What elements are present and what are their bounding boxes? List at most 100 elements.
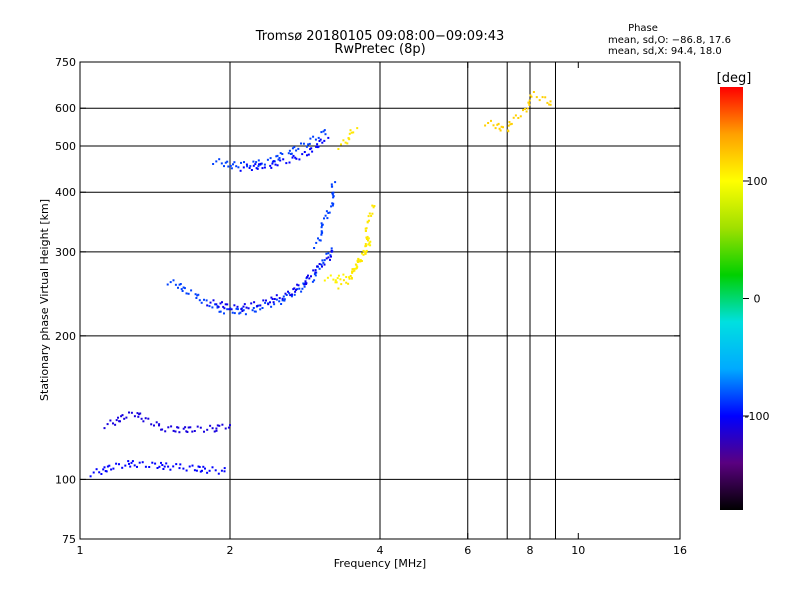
data-point (267, 303, 270, 306)
data-point (308, 142, 311, 145)
data-point (321, 259, 324, 262)
data-point (318, 239, 321, 242)
data-point (254, 163, 257, 166)
data-point (196, 425, 199, 428)
data-point (320, 263, 323, 266)
data-point (368, 212, 371, 215)
data-point (229, 424, 231, 427)
data-point (315, 145, 318, 148)
data-point (150, 423, 153, 426)
data-point (169, 281, 172, 284)
data-point (271, 162, 274, 165)
data-point (307, 274, 309, 277)
data-point (257, 304, 260, 307)
data-point (324, 133, 327, 136)
x-tick-label: 4 (377, 544, 384, 557)
data-point (262, 299, 265, 302)
data-point (348, 276, 351, 279)
data-point (313, 273, 316, 276)
data-point (259, 162, 262, 165)
data-point (281, 297, 284, 300)
data-point (239, 169, 242, 172)
data-point (321, 141, 324, 144)
data-point (363, 250, 366, 253)
data-point (293, 293, 296, 296)
data-point (517, 117, 520, 119)
data-point (320, 232, 323, 234)
data-point (303, 283, 306, 286)
data-point (275, 294, 278, 297)
data-point (522, 109, 524, 112)
data-point (367, 215, 370, 218)
data-point (215, 429, 218, 432)
data-point (352, 131, 355, 134)
data-point (359, 260, 362, 263)
data-point (296, 288, 299, 291)
data-point (337, 287, 340, 290)
data-point (323, 263, 326, 266)
data-point (217, 305, 220, 308)
data-point (368, 219, 370, 222)
data-point (229, 164, 232, 167)
data-point (329, 258, 331, 261)
data-point (314, 269, 317, 272)
data-point (276, 164, 279, 167)
data-point (172, 279, 175, 282)
data-point (367, 239, 369, 242)
y-tick-label: 600 (55, 102, 76, 115)
data-point (205, 299, 208, 302)
data-point (288, 149, 291, 152)
data-point (490, 119, 492, 122)
data-point (525, 110, 528, 113)
colorbar-tick-label: 100 (747, 175, 768, 188)
data-point (265, 299, 267, 302)
data-point (314, 138, 317, 141)
data-point (510, 122, 513, 125)
data-point (270, 166, 273, 169)
data-point (331, 204, 334, 207)
data-point (144, 465, 147, 468)
data-point (182, 286, 185, 289)
data-point (223, 307, 226, 310)
data-point (176, 426, 179, 429)
data-point (331, 185, 334, 188)
data-point (548, 103, 551, 106)
data-point (301, 153, 304, 156)
data-point (524, 108, 526, 110)
data-point (233, 312, 236, 315)
y-tick-label: 100 (55, 473, 76, 486)
data-point (302, 142, 305, 145)
data-point (359, 259, 362, 261)
data-point (329, 274, 332, 277)
y-tick-label: 75 (62, 533, 76, 546)
data-point (345, 281, 348, 284)
data-point (535, 96, 538, 99)
data-point (170, 425, 173, 428)
data-point (294, 156, 297, 159)
data-point (322, 261, 325, 264)
data-point (349, 129, 352, 132)
data-point (215, 160, 218, 163)
data-point (105, 470, 108, 473)
data-point (212, 163, 215, 165)
data-point (332, 202, 335, 205)
data-point (337, 274, 340, 277)
data-point (360, 260, 363, 262)
data-point (288, 161, 291, 164)
data-point (323, 279, 326, 282)
data-point (245, 163, 248, 166)
data-point (322, 130, 325, 133)
data-point (136, 465, 138, 468)
data-point (220, 469, 223, 472)
data-point (193, 469, 196, 472)
data-point (514, 114, 517, 117)
data-point (211, 427, 214, 430)
data-point (310, 275, 312, 278)
data-point (294, 290, 297, 293)
data-point (164, 430, 167, 433)
data-point (218, 424, 221, 427)
data-point (356, 127, 359, 130)
data-point (283, 298, 286, 301)
data-point (161, 428, 164, 431)
